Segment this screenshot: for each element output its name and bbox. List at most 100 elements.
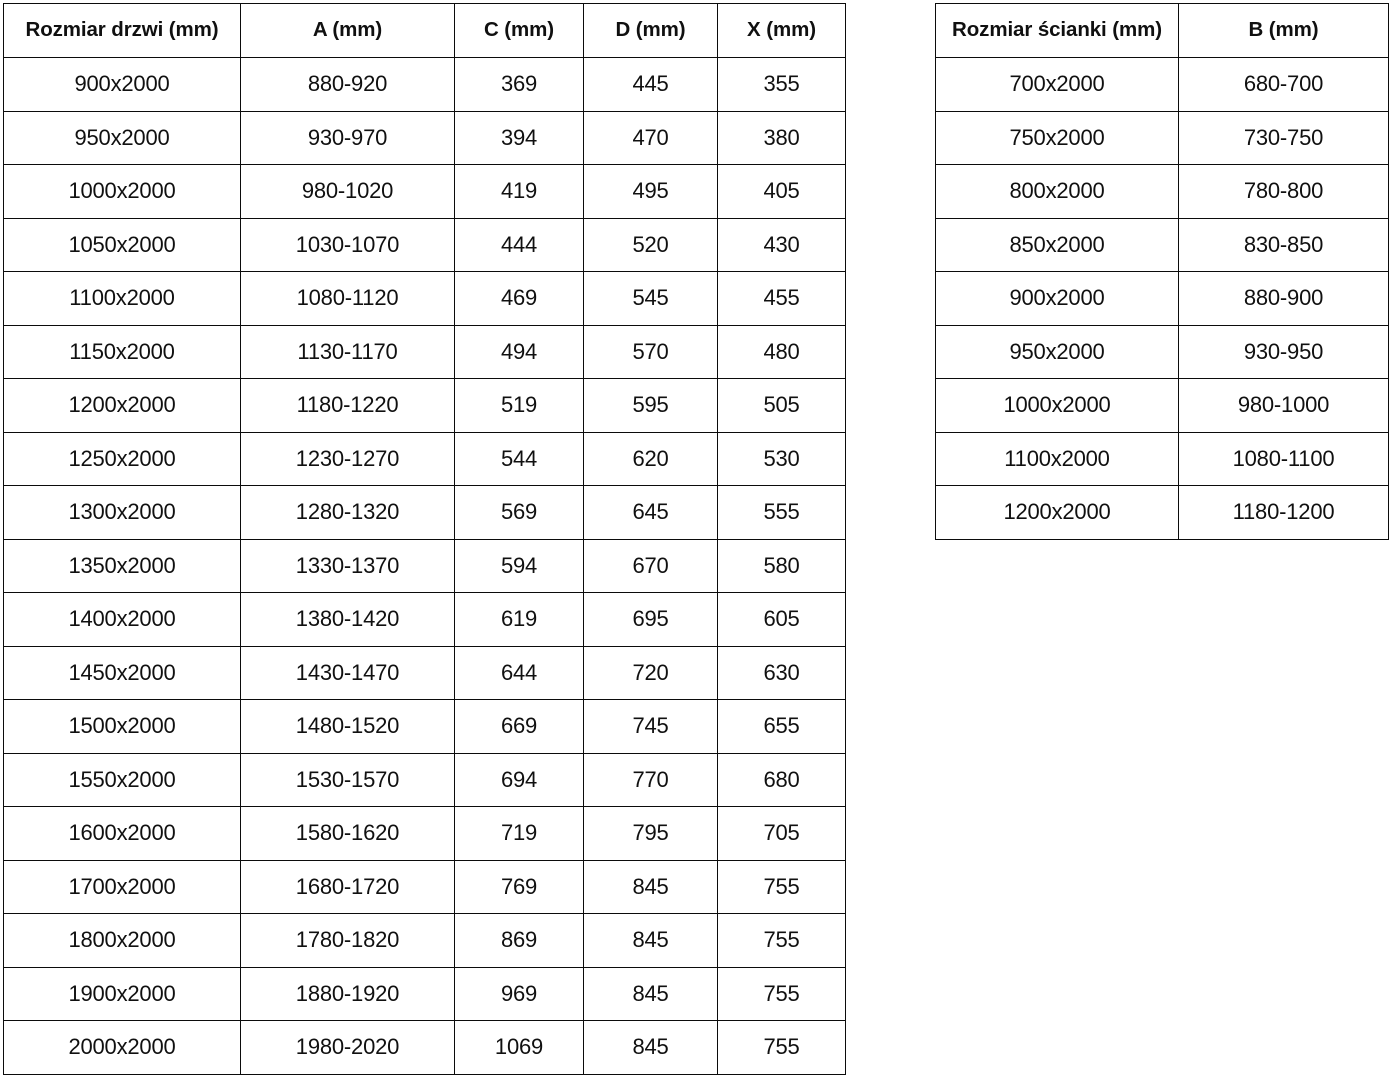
door-cell-size: 1050x2000 xyxy=(3,217,241,272)
door-cell-size: 1400x2000 xyxy=(3,592,241,647)
door-cell-d: 520 xyxy=(583,217,718,272)
door-cell-size: 1350x2000 xyxy=(3,538,241,593)
wall-cell-size: 1200x2000 xyxy=(935,485,1179,540)
door-cell-d: 545 xyxy=(583,271,718,326)
wall-cell-b: 1180-1200 xyxy=(1178,485,1389,540)
door-cell-a: 1580-1620 xyxy=(240,806,455,861)
door-cell-c: 769 xyxy=(454,859,584,914)
table-row: 1550x2000 1530-1570 694 770 680 xyxy=(3,752,846,807)
wall-cell-size: 900x2000 xyxy=(935,271,1179,326)
table-row: 1800x2000 1780-1820 869 845 755 xyxy=(3,913,846,968)
door-cell-c: 969 xyxy=(454,966,584,1021)
door-cell-d: 845 xyxy=(583,1020,718,1075)
door-cell-x: 505 xyxy=(717,378,846,433)
door-cell-a: 1080-1120 xyxy=(240,271,455,326)
door-cell-a: 1430-1470 xyxy=(240,645,455,700)
door-cell-c: 594 xyxy=(454,538,584,593)
door-cell-d: 745 xyxy=(583,699,718,754)
table-row: 1450x2000 1430-1470 644 720 630 xyxy=(3,645,846,700)
table-row: 1700x2000 1680-1720 769 845 755 xyxy=(3,859,846,914)
door-cell-a: 1380-1420 xyxy=(240,592,455,647)
wall-header-size: Rozmiar ścianki (mm) xyxy=(935,3,1179,58)
door-cell-size: 950x2000 xyxy=(3,110,241,165)
wall-cell-b: 880-900 xyxy=(1178,271,1389,326)
wall-cell-size: 1100x2000 xyxy=(935,431,1179,486)
door-cell-c: 419 xyxy=(454,164,584,219)
door-cell-x: 705 xyxy=(717,806,846,861)
door-cell-d: 595 xyxy=(583,378,718,433)
door-cell-a: 1780-1820 xyxy=(240,913,455,968)
door-cell-size: 900x2000 xyxy=(3,57,241,112)
table-row: 700x2000 680-700 xyxy=(935,57,1389,112)
door-cell-x: 455 xyxy=(717,271,846,326)
door-cell-c: 644 xyxy=(454,645,584,700)
door-cell-a: 1980-2020 xyxy=(240,1020,455,1075)
door-cell-c: 369 xyxy=(454,57,584,112)
door-cell-size: 1100x2000 xyxy=(3,271,241,326)
door-cell-x: 605 xyxy=(717,592,846,647)
door-cell-c: 544 xyxy=(454,431,584,486)
door-cell-d: 495 xyxy=(583,164,718,219)
wall-cell-size: 950x2000 xyxy=(935,324,1179,379)
table-row: 950x2000 930-950 xyxy=(935,324,1389,379)
door-cell-x: 430 xyxy=(717,217,846,272)
door-cell-x: 630 xyxy=(717,645,846,700)
table-row: 1900x2000 1880-1920 969 845 755 xyxy=(3,966,846,1021)
door-cell-a: 1330-1370 xyxy=(240,538,455,593)
door-cell-a: 930-970 xyxy=(240,110,455,165)
table-row: 900x2000 880-920 369 445 355 xyxy=(3,57,846,112)
wall-cell-size: 750x2000 xyxy=(935,110,1179,165)
table-row: 2000x2000 1980-2020 1069 845 755 xyxy=(3,1020,846,1075)
door-cell-c: 694 xyxy=(454,752,584,807)
door-cell-size: 1200x2000 xyxy=(3,378,241,433)
door-header-x: X (mm) xyxy=(717,3,846,58)
wall-dimensions-table: Rozmiar ścianki (mm) B (mm) 700x2000 680-… xyxy=(935,3,1389,540)
door-cell-d: 470 xyxy=(583,110,718,165)
door-cell-size: 1250x2000 xyxy=(3,431,241,486)
door-cell-d: 670 xyxy=(583,538,718,593)
table-row: 1150x2000 1130-1170 494 570 480 xyxy=(3,324,846,379)
door-cell-size: 1150x2000 xyxy=(3,324,241,379)
table-row: 1100x2000 1080-1100 xyxy=(935,431,1389,486)
door-cell-c: 619 xyxy=(454,592,584,647)
table-row: 1200x2000 1180-1220 519 595 505 xyxy=(3,378,846,433)
door-header-c: C (mm) xyxy=(454,3,584,58)
table-row: 750x2000 730-750 xyxy=(935,110,1389,165)
door-cell-a: 880-920 xyxy=(240,57,455,112)
door-cell-size: 1300x2000 xyxy=(3,485,241,540)
wall-cell-size: 800x2000 xyxy=(935,164,1179,219)
door-cell-c: 719 xyxy=(454,806,584,861)
door-cell-d: 570 xyxy=(583,324,718,379)
door-cell-size: 1000x2000 xyxy=(3,164,241,219)
door-cell-d: 845 xyxy=(583,966,718,1021)
door-table-header-row: Rozmiar drzwi (mm) A (mm) C (mm) D (mm) … xyxy=(3,3,846,58)
door-cell-x: 755 xyxy=(717,966,846,1021)
door-cell-x: 680 xyxy=(717,752,846,807)
table-row: 850x2000 830-850 xyxy=(935,217,1389,272)
door-cell-size: 1700x2000 xyxy=(3,859,241,914)
door-cell-c: 569 xyxy=(454,485,584,540)
wall-cell-b: 780-800 xyxy=(1178,164,1389,219)
door-cell-c: 494 xyxy=(454,324,584,379)
door-cell-size: 2000x2000 xyxy=(3,1020,241,1075)
door-cell-d: 445 xyxy=(583,57,718,112)
table-row: 1350x2000 1330-1370 594 670 580 xyxy=(3,538,846,593)
door-cell-a: 1030-1070 xyxy=(240,217,455,272)
door-cell-x: 755 xyxy=(717,859,846,914)
door-table-body: 900x2000 880-920 369 445 355 950x2000 930-970 3… xyxy=(3,57,846,1075)
wall-cell-b: 1080-1100 xyxy=(1178,431,1389,486)
table-row: 1000x2000 980-1000 xyxy=(935,378,1389,433)
door-cell-a: 1230-1270 xyxy=(240,431,455,486)
door-cell-d: 620 xyxy=(583,431,718,486)
table-row: 1050x2000 1030-1070 444 520 430 xyxy=(3,217,846,272)
door-cell-d: 720 xyxy=(583,645,718,700)
door-cell-d: 845 xyxy=(583,859,718,914)
door-cell-x: 380 xyxy=(717,110,846,165)
door-header-a: A (mm) xyxy=(240,3,455,58)
wall-cell-b: 830-850 xyxy=(1178,217,1389,272)
door-cell-c: 469 xyxy=(454,271,584,326)
door-cell-a: 1530-1570 xyxy=(240,752,455,807)
wall-cell-size: 850x2000 xyxy=(935,217,1179,272)
door-cell-a: 1880-1920 xyxy=(240,966,455,1021)
